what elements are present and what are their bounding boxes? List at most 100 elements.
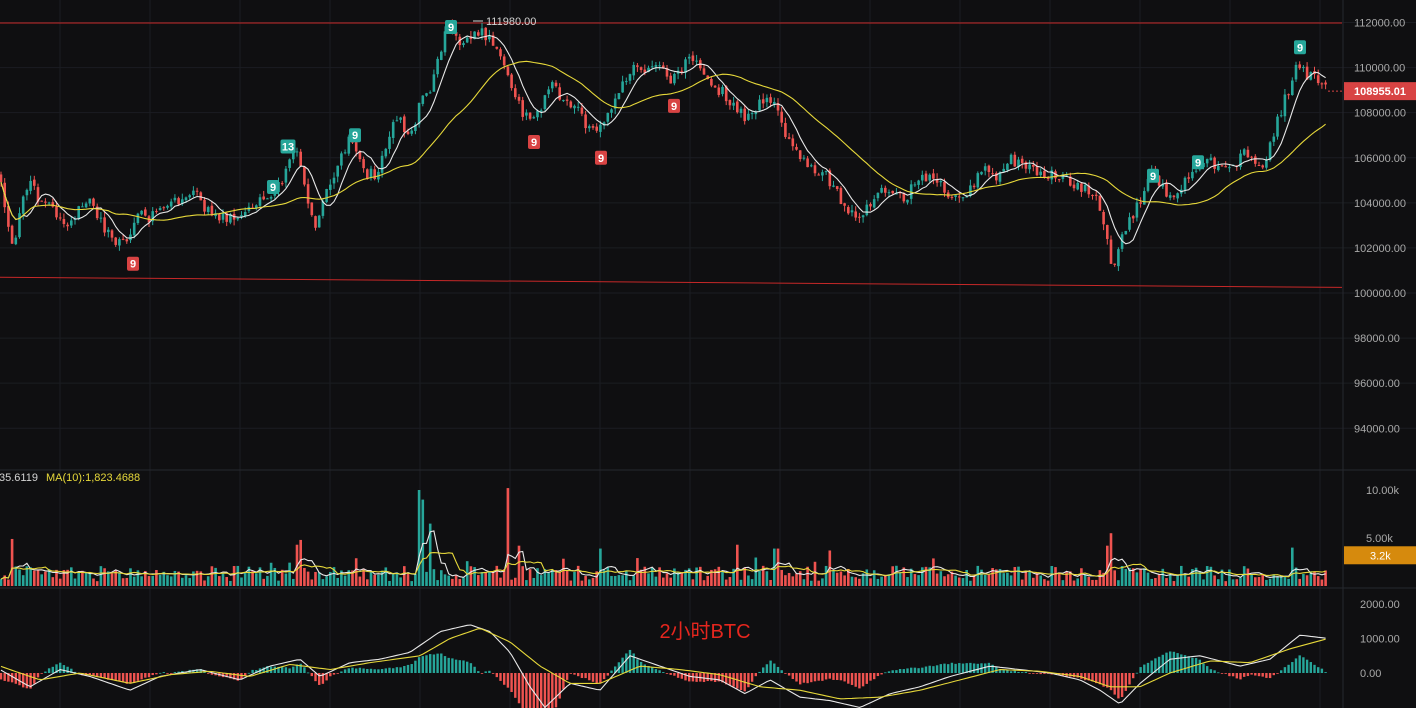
macd-histogram-bar [1032, 673, 1035, 674]
volume-bar [458, 579, 462, 586]
macd-histogram-bar [636, 659, 639, 673]
volume-bar [1009, 575, 1013, 586]
price-tick-label: 94000.00 [1354, 423, 1400, 435]
candle-body [502, 56, 506, 66]
macd-histogram-bar [281, 667, 284, 673]
candle-body [728, 100, 732, 106]
volume-bar [55, 569, 58, 586]
volume-bar [743, 567, 746, 586]
candle-body [1139, 202, 1142, 204]
candle-body [284, 168, 288, 183]
candle-body [129, 234, 132, 241]
volume-bar [1294, 567, 1298, 586]
volume-bar [791, 576, 795, 586]
reference-lines [0, 22, 1343, 288]
candle-body [1009, 154, 1013, 165]
candle-body [266, 198, 269, 200]
macd-histogram-bar [540, 673, 543, 708]
macd-histogram-bar [458, 660, 461, 673]
volume-bar [495, 565, 499, 586]
macd-histogram-bar [1013, 670, 1016, 673]
candle-body [958, 196, 961, 198]
td-marker-label: 9 [1150, 171, 1156, 183]
candle-body [269, 197, 273, 199]
td-marker: 13 [280, 139, 296, 154]
macd-histogram-bar [1324, 672, 1327, 673]
macd-histogram-bar [70, 668, 73, 673]
macd-histogram-bar [495, 673, 498, 678]
candle-body [18, 213, 21, 238]
macd-histogram-bar [158, 672, 162, 674]
candle-body [391, 122, 395, 138]
current-volume-badge [1344, 546, 1416, 565]
volume-bar [921, 567, 924, 586]
macd-histogram-bar [1024, 672, 1028, 673]
volume-bar [1254, 577, 1257, 586]
volume-bar [1098, 570, 1102, 586]
volume-bar [317, 572, 321, 586]
current-price-badge [1344, 82, 1416, 101]
volume-bar [1265, 579, 1268, 586]
volume-bar [1035, 572, 1039, 586]
volume-bar [562, 558, 565, 586]
volume-bar [924, 566, 928, 586]
volume-bar [155, 570, 158, 586]
volume-bar [366, 579, 369, 586]
volume-bar [806, 566, 809, 586]
macd-histogram-bar [125, 673, 128, 684]
candle-body [1106, 224, 1109, 239]
candle-body [687, 56, 691, 59]
td-marker-label: 13 [282, 141, 294, 153]
macd-histogram-bar [1169, 651, 1172, 673]
candle-body [206, 207, 210, 213]
volume-bar [1217, 579, 1220, 586]
macd-histogram-bar [440, 653, 443, 673]
candle-body [347, 136, 351, 154]
volume-bar [173, 570, 177, 586]
volume-bar [1135, 572, 1139, 586]
candle-body [765, 97, 769, 103]
candle-body [1013, 154, 1017, 167]
candle-body [1250, 156, 1253, 158]
volume-bar [258, 567, 262, 586]
volume-bar [1235, 579, 1239, 586]
macd-histogram-bar [725, 673, 728, 685]
volume-bar [1131, 568, 1135, 586]
macd-histogram-bar [103, 673, 106, 679]
macd-histogram-bar [1187, 656, 1190, 673]
candle-body [395, 120, 399, 122]
macd-histogram-bar [1180, 654, 1183, 673]
macd-histogram-bar [503, 673, 506, 685]
candle-body [1268, 142, 1272, 161]
macd-histogram-bar [1124, 673, 1127, 691]
macd-histogram-bar [199, 669, 202, 673]
volume-bar [391, 574, 395, 586]
volume-bar [477, 575, 480, 586]
macd-histogram-bar [1002, 669, 1005, 673]
macd-lines [0, 624, 1326, 708]
candle-body [343, 152, 347, 154]
candle-body [58, 217, 62, 219]
volume-bar [821, 578, 824, 586]
price-ma-lines [0, 34, 1326, 245]
macd-histogram-bar [1239, 673, 1242, 680]
candle-body [421, 95, 425, 104]
volume-bar [306, 571, 310, 586]
candle-body [1039, 171, 1042, 176]
candle-body [1028, 164, 1031, 170]
candle-body [662, 65, 665, 69]
candle-body [188, 195, 191, 198]
volume-bar [647, 573, 650, 586]
price-tick-label: 110000.00 [1354, 63, 1405, 75]
macd-histogram-bar [1028, 673, 1031, 674]
candle-body [691, 55, 695, 62]
macd-histogram-bar [436, 653, 439, 673]
macd-histogram-bar [1009, 671, 1013, 673]
candle-body [329, 184, 332, 190]
macd-histogram-bar [532, 673, 535, 708]
td-marker: 9 [595, 150, 607, 165]
candle-body [184, 197, 188, 201]
macd-histogram-bar [625, 653, 628, 673]
